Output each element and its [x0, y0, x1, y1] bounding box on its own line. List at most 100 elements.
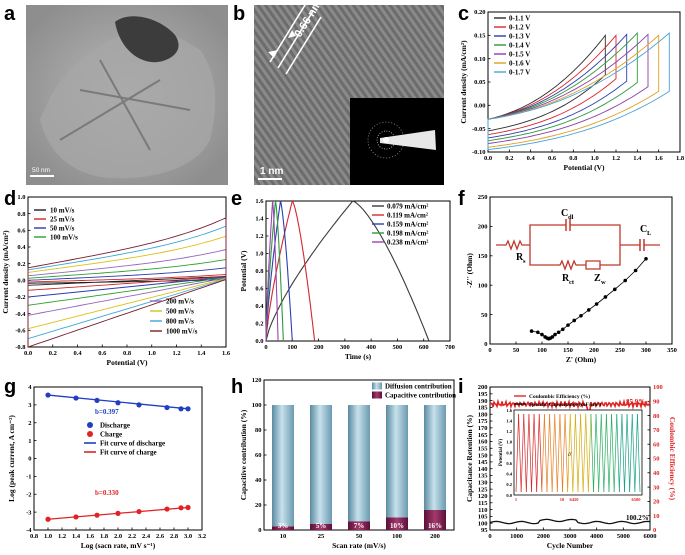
inset-gcd-segment: [626, 413, 631, 493]
y-tick-label: 0: [258, 527, 261, 534]
final-retention: 100.2%: [626, 514, 649, 522]
y-tick-label: -0.6: [15, 328, 26, 335]
x-tick-label: 50: [356, 533, 363, 540]
data-point: [115, 510, 121, 516]
y-axis-label: Current density (mA/cm²): [459, 40, 468, 124]
legend-entry: Specific Capacitance (mF/cm²): [529, 401, 601, 408]
y-tick-label: -4: [26, 527, 32, 534]
bar-diffusion: [272, 405, 294, 527]
nyquist-point: [561, 327, 565, 332]
nyquist-point: [633, 268, 638, 273]
legend-entry: 0-1.7 V: [509, 68, 530, 76]
legend-entry: 100 mV/s: [50, 233, 78, 241]
inset-x-tick: 10: [560, 497, 565, 502]
y-tick-label: 200: [478, 224, 488, 231]
legend-entry: 0.238 mA/cm²: [387, 238, 428, 246]
cv-curve: [487, 34, 617, 136]
inset-y-label: Potential (V): [499, 438, 504, 466]
y-tick-label: 40: [255, 477, 262, 484]
legend-entry: Discharge: [100, 421, 130, 429]
inset-gcd-segment: [585, 413, 589, 493]
y-tick-label: 115: [478, 500, 488, 507]
x-tick-label: 500: [393, 344, 403, 351]
x-tick-label: 2.8: [170, 533, 179, 540]
circuit-label-sub: s: [523, 258, 526, 265]
inset-gcd-segment: [634, 413, 638, 493]
y-axis-label: Log (peak current, A cm⁻²): [7, 415, 16, 502]
x-tick-label: 1.2: [172, 350, 180, 357]
bar-label: 5%: [316, 522, 327, 530]
y-tick-label: 1.6: [255, 198, 264, 205]
x-tick-label: 25: [318, 533, 325, 540]
y-tick-label: 0.15: [474, 33, 486, 40]
x-tick-label: 200: [430, 533, 440, 540]
inset-gcd-segment: [554, 413, 558, 493]
inset-gcd-segment: [603, 413, 607, 493]
inset-y-tick: 0.2: [506, 482, 512, 487]
x-tick-label: 0.2: [49, 350, 57, 357]
nyquist-point: [566, 323, 570, 327]
data-point: [185, 406, 191, 412]
inset-gcd-segment: [577, 413, 581, 493]
inset-gcd-segment: [595, 413, 600, 493]
y-tick-label: 250: [478, 194, 488, 201]
b-value-charge: b=0.330: [95, 489, 119, 497]
circuit-label: R: [562, 273, 570, 284]
y-tick-label: 0.00: [474, 103, 485, 110]
y-tick-label: 50: [481, 312, 488, 319]
x-tick-label: 300: [340, 344, 350, 351]
y2-tick-label: 80: [653, 413, 660, 420]
inset-gcd-segment: [531, 413, 535, 493]
chart-g-bvalue: 0.8 1.0 1.2 1.4 1.6 1.8 2.0 2.2 2.4 2.6 2.8 3.0 3.2 -…: [7, 384, 206, 550]
chart-c-cv-windows: 0.0 0.2 0.4 0.6 0.8 1.0 1.2 1.4 1.6 1.8 -0.10 -0.05…: [459, 9, 685, 172]
inset-gcd-segment: [580, 413, 584, 493]
data-point: [164, 506, 170, 512]
x-tick-label: 700: [445, 344, 455, 351]
bar-capacitive: [348, 521, 370, 530]
legend-entry: 0-1.5 V: [509, 50, 530, 58]
inset-gcd-segment: [631, 413, 636, 493]
inset-gcd-segment: [587, 413, 592, 493]
legend-swatch: [87, 431, 93, 437]
nyquist-point: [587, 308, 591, 312]
y-tick-label: 2: [28, 420, 31, 427]
y-tick-label: 1.0: [17, 194, 25, 201]
legend-entry: 0-1.2 V: [509, 23, 530, 31]
nyquist-point: [579, 313, 583, 318]
inset-x-tick: 1: [515, 497, 518, 502]
y-tick-label: 60: [255, 452, 262, 459]
y-tick-label: 170: [478, 425, 488, 432]
cv-curve: [487, 33, 628, 139]
x-tick-label: 100: [287, 344, 297, 351]
hrtem-image-b: 0.66 nm 1 nm: [254, 0, 444, 185]
data-point: [115, 400, 121, 406]
nyquist-point: [613, 287, 617, 292]
y-tick-label: -0.2: [15, 294, 25, 301]
inset-gcd-segment: [538, 413, 543, 493]
cv-curve: [487, 32, 670, 151]
panel-label-a: a: [4, 3, 16, 25]
nyquist-line: [531, 258, 647, 340]
nyquist-point: [644, 256, 648, 261]
bar-label: 10%: [390, 522, 404, 530]
tem-image-a: 50 nm: [26, 5, 228, 185]
x-tick-label: 0: [488, 533, 491, 540]
x-tick-label: 1.4: [72, 533, 81, 540]
y-tick-label: 185: [478, 405, 489, 412]
bar-capacitive: [386, 517, 408, 530]
nyquist-point: [556, 330, 561, 335]
x-tick-label: 200: [589, 347, 599, 354]
x-tick-label: 2.2: [128, 533, 136, 540]
bar-diffusion: [310, 405, 332, 524]
inset-gcd-segment: [518, 413, 522, 493]
legend-entry: 0-1.4 V: [509, 41, 530, 49]
data-point: [164, 404, 170, 411]
y-tick-label: 0.6: [17, 228, 26, 235]
inset-gcd-segment: [544, 413, 548, 493]
y2-tick-label: 60: [653, 441, 660, 448]
y-axis-label: Capacitive contribution (%): [239, 409, 248, 500]
cv-curve: [27, 217, 227, 348]
legend-entry: Capacitive contribution: [385, 391, 456, 399]
gcd-curve: [265, 200, 430, 342]
